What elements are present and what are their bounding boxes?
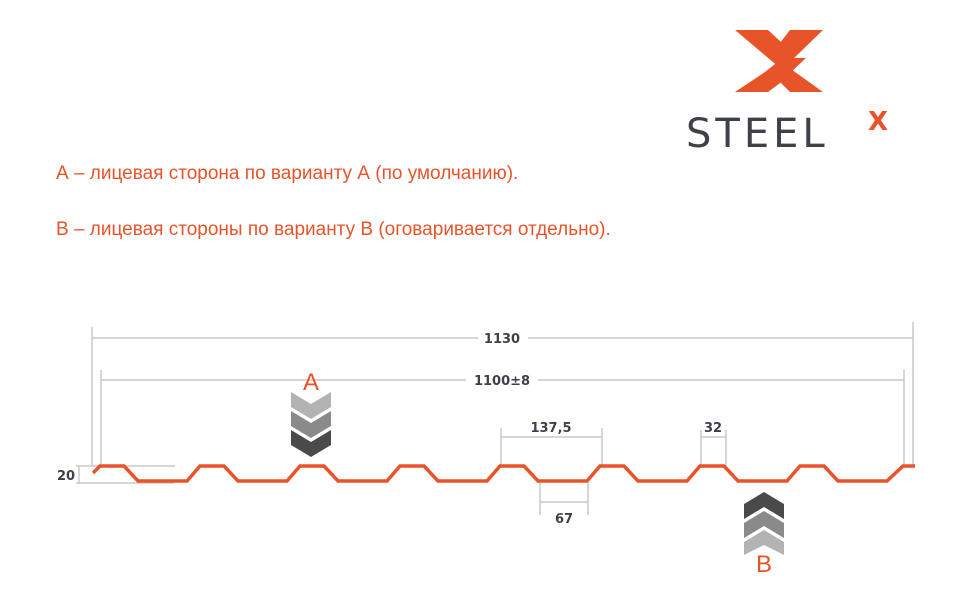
logo-text: STEEL xyxy=(686,111,829,157)
sheet-profile xyxy=(91,464,915,483)
logo-x-mark xyxy=(735,30,823,92)
face-b-arrow-icon xyxy=(744,492,784,555)
dim-top-width: 32 xyxy=(704,421,722,436)
face-a-label: А xyxy=(303,369,319,396)
face-b-label: В xyxy=(756,551,772,578)
dim-overall-width: 1130 xyxy=(484,332,520,347)
face-a-arrow-icon xyxy=(291,392,331,457)
steelx-logo: STEEL X xyxy=(686,30,888,157)
dim-pitch: 137,5 xyxy=(530,421,571,436)
dimension-lines xyxy=(76,322,914,515)
note-variant-b: В – лицевая стороны по варианту В (огова… xyxy=(56,219,611,240)
dim-working-width: 1100±8 xyxy=(474,374,530,389)
logo-superscript: X xyxy=(868,107,888,137)
note-variant-a: А – лицевая сторона по варианту А (по ум… xyxy=(56,163,519,184)
dim-height: 20 xyxy=(57,469,75,484)
dim-bottom-width: 67 xyxy=(555,512,573,527)
